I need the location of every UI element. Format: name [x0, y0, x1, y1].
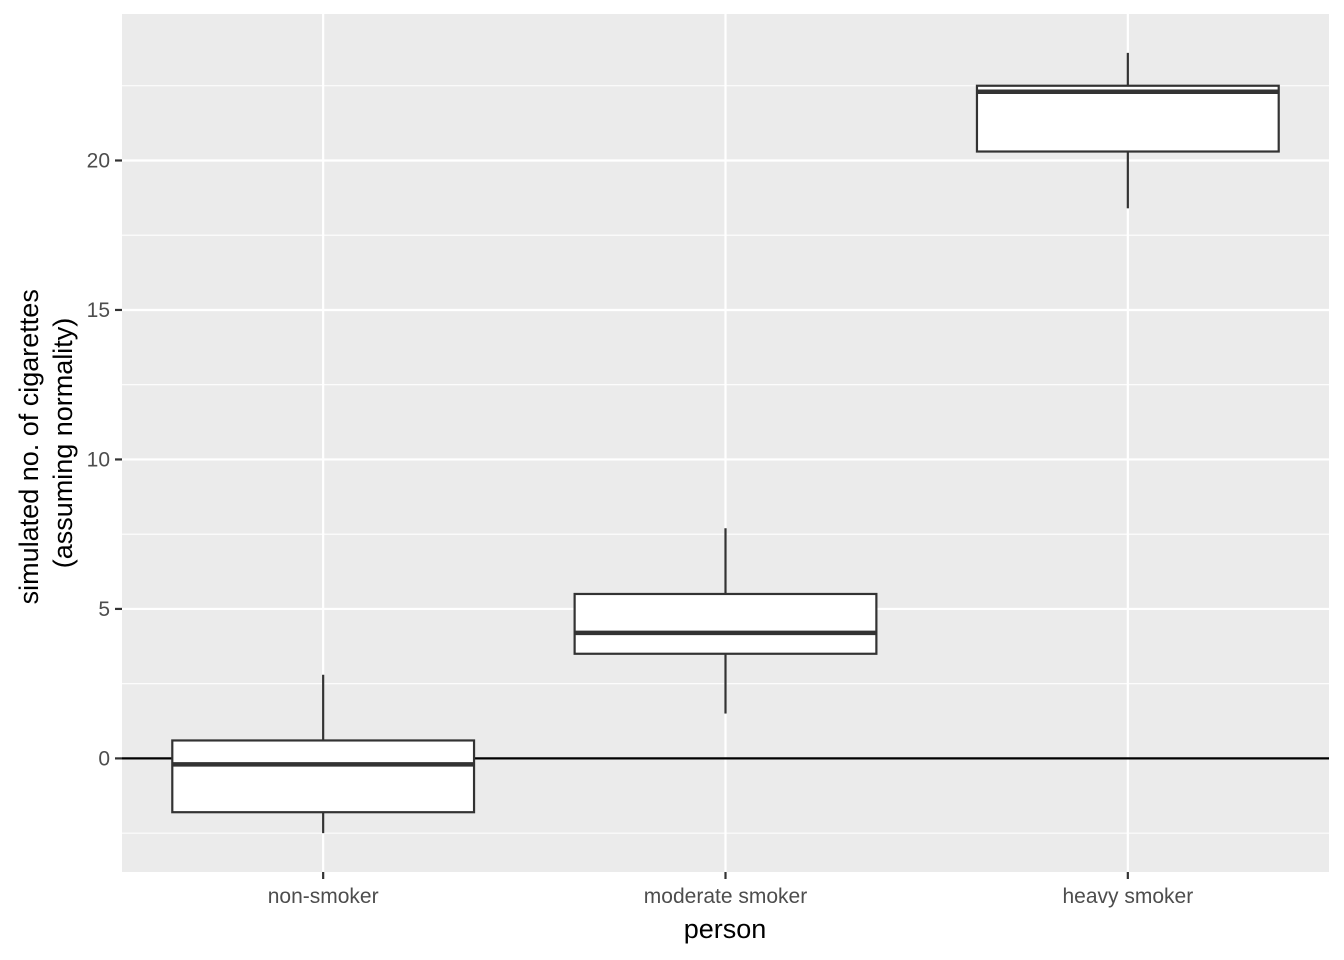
- box-iqr: [975, 84, 1280, 153]
- x-axis: non-smoker moderate smoker heavy smoker: [268, 872, 1193, 908]
- y-axis-title: simulated no. of cigarettes (assuming no…: [14, 282, 78, 605]
- y-tick-label: 5: [98, 598, 110, 621]
- boxes: [171, 52, 1280, 834]
- x-tick-label: moderate smoker: [644, 885, 807, 908]
- y-tick-label: 10: [87, 448, 110, 471]
- box-non-smoker: [171, 674, 476, 834]
- box-iqr: [171, 739, 476, 814]
- box-iqr: [573, 592, 878, 655]
- box-heavy-smoker: [975, 52, 1280, 209]
- box-moderate-smoker: [573, 528, 878, 714]
- y-axis-title-line-2: (assuming normality): [48, 318, 78, 569]
- y-axis: 0 5 10 15 20: [87, 149, 122, 770]
- y-tick-label: 20: [87, 149, 110, 172]
- x-tick-label: non-smoker: [268, 885, 379, 908]
- y-tick-label: 0: [98, 747, 110, 770]
- y-tick-label: 15: [87, 299, 110, 322]
- y-axis-title-line-1: simulated no. of cigarettes: [14, 289, 44, 604]
- x-axis-title: person: [684, 914, 767, 944]
- x-tick-label: heavy smoker: [1062, 885, 1193, 908]
